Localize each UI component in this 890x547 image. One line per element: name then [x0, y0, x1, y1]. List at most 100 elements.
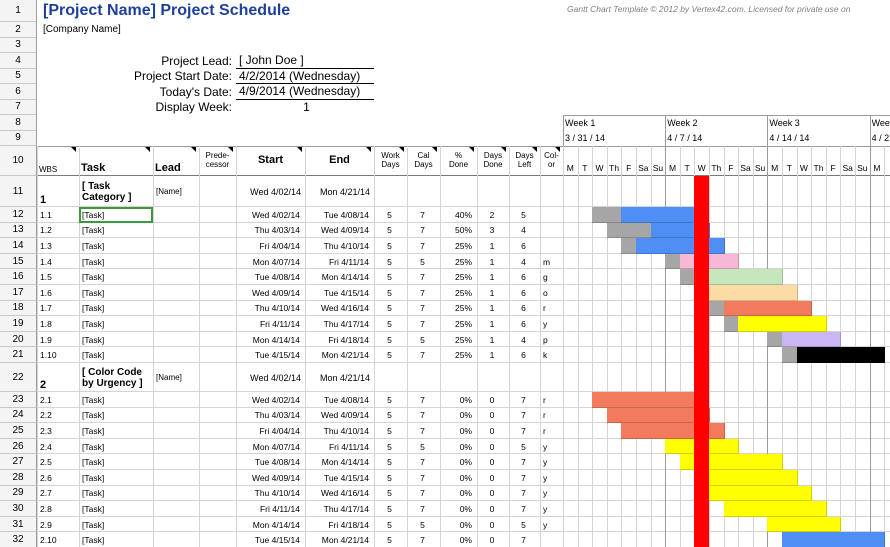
task-end: Thu 4/17/14 — [323, 318, 369, 329]
gantt-bar-cell — [738, 485, 754, 502]
grid-line — [37, 268, 890, 270]
row-number: 19 — [0, 316, 37, 332]
grid-line — [477, 146, 478, 547]
text-line: Days — [515, 151, 534, 160]
field-value: 1 — [303, 100, 310, 115]
task-cal-days: 7 — [420, 318, 425, 329]
section-task: [ Task Category ] — [82, 176, 152, 207]
field-value: 4/2/2014 (Wednesday) — [236, 69, 374, 84]
gantt-bar-cell — [767, 331, 783, 348]
day-letter: Su — [652, 163, 664, 173]
grid-line — [606, 146, 608, 547]
gantt-bar-cell — [738, 454, 754, 470]
text-line: Done — [448, 160, 469, 169]
task-work-days: 5 — [387, 410, 392, 421]
week-label: Week 1 — [565, 117, 596, 128]
grid-line — [679, 146, 681, 547]
section-end: Mon 4/21/14 — [319, 186, 370, 197]
row-number: 4 — [0, 53, 37, 69]
task-work-days: 5 — [387, 225, 392, 236]
task-task: [Task] — [82, 318, 105, 329]
task-wbs: 2.7 — [40, 488, 52, 499]
task-task: [Task] — [82, 225, 105, 236]
task-color-code: y — [543, 457, 548, 468]
gantt-bar-cell — [782, 516, 798, 533]
task-days-left: 6 — [521, 318, 526, 329]
week-label: Week 2 — [667, 117, 698, 128]
task-pct-done: 0% — [459, 425, 472, 436]
gantt-bar-cell — [665, 222, 681, 239]
gantt-bar-cell — [811, 501, 827, 517]
task-wbs: 1.10 — [40, 350, 57, 361]
task-wbs: 2.6 — [40, 472, 52, 483]
selected-cell — [79, 207, 153, 223]
task-end: Wed 4/16/14 — [320, 303, 369, 314]
task-days-done: 0 — [489, 457, 495, 468]
grid-line — [37, 391, 890, 392]
grid-line — [37, 221, 890, 223]
grid-line — [709, 146, 710, 547]
text-line: Days — [483, 151, 503, 160]
task-wbs: 2.3 — [40, 425, 52, 436]
task-pct-done: 25% — [454, 303, 472, 314]
task-pct-done: 50% — [454, 225, 472, 236]
text-line: by Urgency ] — [82, 377, 143, 389]
gantt-bar-cell — [796, 516, 813, 533]
task-days-done: 0 — [489, 519, 495, 530]
task-end: Fri 4/11/14 — [328, 256, 369, 267]
gantt-bar-cell — [621, 238, 637, 254]
task-start: Fri 4/11/14 — [259, 318, 300, 329]
row-number: 6 — [0, 84, 37, 100]
day-letter: W — [595, 163, 604, 173]
task-wbs: 1.7 — [40, 303, 52, 314]
gantt-bar-cell — [709, 300, 725, 317]
field-label: Project Lead: — [161, 53, 232, 68]
gantt-bar-cell — [811, 331, 827, 348]
task-end: Mon 4/14/14 — [321, 272, 369, 283]
task-cal-days: 7 — [420, 287, 425, 298]
gantt-bar-cell — [767, 516, 783, 533]
task-days-done: 0 — [489, 441, 495, 452]
column-header: Prede-cessor — [201, 146, 234, 176]
row-number: 16 — [0, 269, 37, 285]
gantt-bar-cell — [621, 222, 637, 239]
task-start: Wed 4/02/14 — [251, 394, 300, 405]
task-color-code: g — [543, 272, 548, 283]
gantt-bar-cell — [636, 392, 652, 408]
gantt-bar-cell — [650, 423, 667, 439]
text-line: or — [547, 160, 556, 169]
day-letter: Sa — [638, 163, 649, 173]
task-end: Thu 4/10/14 — [323, 425, 369, 436]
week-date: 3 / 31 / 14 — [565, 133, 606, 144]
task-start: Fri 4/04/14 — [259, 240, 300, 251]
task-cal-days: 7 — [420, 410, 425, 421]
row-number: 20 — [0, 331, 37, 348]
task-color-code: o — [543, 287, 548, 298]
gantt-bar-cell — [679, 207, 696, 223]
gantt-bar-cell — [782, 331, 798, 348]
task-task: [Task] — [82, 441, 105, 452]
task-color-code: y — [543, 472, 548, 483]
task-work-days: 5 — [387, 394, 392, 405]
task-days-left: 6 — [521, 350, 526, 361]
field-value: [ John Doe ] — [236, 53, 374, 69]
task-work-days: 5 — [387, 318, 392, 329]
task-days-done: 0 — [489, 425, 495, 436]
task-color-code: p — [543, 334, 548, 345]
grid-line — [738, 146, 740, 547]
column-header: Start — [238, 146, 303, 176]
grid-line — [563, 115, 564, 146]
task-work-days: 5 — [387, 209, 392, 220]
text-line: Work — [381, 151, 400, 160]
grid-line — [37, 500, 890, 502]
gantt-bar-cell — [709, 285, 725, 301]
task-days-left: 4 — [521, 225, 526, 236]
day-letter: Th — [711, 163, 722, 173]
row-number: 1 — [0, 0, 37, 22]
task-days-left: 6 — [521, 240, 526, 251]
text-line: Cal — [417, 151, 430, 160]
gantt-bar-cell — [796, 331, 813, 348]
task-start: Mon 4/07/14 — [252, 256, 300, 267]
grid-line — [199, 146, 200, 547]
text-line: [ Color Code — [82, 366, 142, 378]
